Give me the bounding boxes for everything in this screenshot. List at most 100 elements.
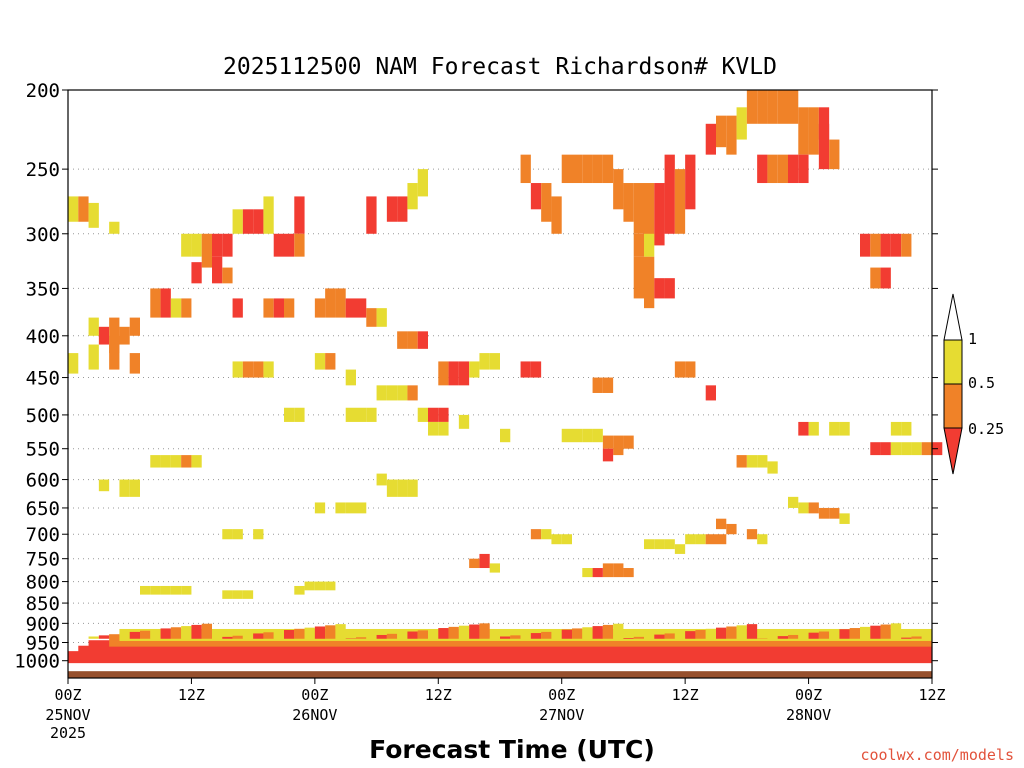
ri-cell	[602, 435, 614, 449]
ri-cell	[304, 581, 315, 591]
ri-bl-cell	[181, 626, 192, 639]
ri-cell	[458, 361, 470, 386]
ri-cell	[181, 298, 192, 318]
ri-bl-cell	[109, 634, 120, 639]
ri-bl-cell	[212, 638, 223, 639]
x-tick-year: 2025	[50, 724, 86, 742]
x-tick-label: 00Z	[795, 686, 822, 704]
ri-cell	[150, 585, 161, 595]
ri-cell	[829, 421, 840, 436]
ri-cell	[582, 428, 593, 443]
x-tick-date: 25NOV	[45, 706, 90, 724]
ri-cell	[561, 534, 572, 545]
ri-cell	[623, 568, 634, 578]
ri-cell	[232, 529, 243, 540]
ri-cell	[716, 115, 727, 148]
ri-bl-cell	[273, 631, 284, 639]
ri-cell	[623, 435, 634, 449]
x-tick-date: 28NOV	[786, 706, 831, 724]
ri-cell	[582, 154, 593, 184]
ri-cell	[798, 502, 809, 514]
ri-bl-cell	[438, 628, 449, 639]
ri-cell	[664, 539, 675, 550]
ri-cell	[654, 539, 665, 550]
ri-cell	[788, 496, 799, 508]
ri-bl-cell	[356, 637, 367, 639]
y-tick-label: 300	[26, 224, 60, 246]
ri-bl-cell	[428, 629, 439, 639]
ri-cell	[890, 233, 902, 257]
ri-cell	[284, 233, 295, 257]
ri-bl-cell	[911, 636, 922, 639]
ri-cell	[500, 428, 511, 443]
ri-cell	[880, 442, 891, 456]
ri-cell	[458, 414, 470, 429]
ri-cell	[644, 233, 655, 257]
ri-bl-cell	[623, 638, 634, 639]
ri-cell	[602, 154, 614, 184]
credit-link[interactable]: coolwx.com/models	[860, 746, 1014, 764]
ri-bl-cell	[602, 624, 614, 639]
ri-cell	[129, 479, 140, 497]
ri-cell	[674, 544, 686, 554]
ri-cell	[716, 534, 727, 545]
ri-cell	[818, 107, 830, 140]
ri-bl-cell	[458, 625, 470, 639]
ri-cell	[417, 169, 428, 197]
ri-cell	[150, 455, 161, 468]
ri-cell	[757, 90, 768, 124]
ri-cell	[757, 455, 768, 468]
y-tick-label: 500	[26, 405, 60, 427]
ri-cell	[242, 361, 254, 378]
ri-cell	[541, 183, 552, 222]
x-tick-label: 12Z	[178, 686, 205, 704]
ri-cell	[325, 353, 336, 370]
ri-cell	[170, 298, 182, 318]
y-tick-label: 1000	[14, 651, 60, 673]
ri-cell	[438, 361, 449, 386]
ri-cell	[829, 507, 840, 519]
ri-bl-cell	[674, 632, 686, 639]
ri-bl-cell	[726, 626, 737, 639]
ri-cell	[386, 479, 398, 497]
ri-bl-cell	[839, 629, 850, 639]
ri-bl-cell	[253, 633, 264, 639]
ri-bl-cell	[489, 637, 500, 639]
ri-cell	[314, 353, 326, 370]
ri-bl-cell	[541, 631, 552, 639]
ri-cell	[767, 90, 778, 124]
x-tick-label: 00Z	[548, 686, 575, 704]
ri-cell	[746, 455, 758, 468]
ri-bl-cell	[284, 629, 295, 639]
ri-cell	[767, 461, 778, 474]
ri-cell	[901, 442, 912, 456]
ri-cell	[366, 196, 377, 234]
ri-cell	[654, 278, 665, 299]
ri-cell	[674, 361, 686, 378]
ri-cell	[788, 154, 799, 184]
ri-cell	[222, 529, 233, 540]
ri-cell	[170, 455, 182, 468]
ri-cell	[726, 115, 737, 155]
ri-bl-cell	[191, 624, 202, 639]
ri-bl-cell	[551, 630, 562, 639]
ri-bl-cell	[294, 628, 305, 639]
ri-bl-cell	[263, 632, 274, 639]
ri-cell	[654, 183, 665, 246]
ri-bl-cell	[746, 624, 758, 639]
ri-cell	[345, 298, 356, 318]
ri-cell	[284, 407, 295, 422]
ri-cell	[170, 585, 182, 595]
ri-cell	[808, 107, 819, 155]
ri-cell	[664, 278, 675, 299]
ri-cell	[212, 256, 223, 284]
ri-cell	[345, 369, 356, 386]
ri-bl-cell	[150, 629, 161, 639]
ri-cell	[798, 421, 809, 436]
ri-cell	[746, 529, 758, 540]
ri-bl-cell	[119, 633, 130, 639]
ri-bl-cell	[705, 628, 716, 639]
ri-cell	[232, 361, 243, 378]
ri-bl-cell	[736, 625, 747, 639]
ri-cell	[242, 209, 254, 234]
